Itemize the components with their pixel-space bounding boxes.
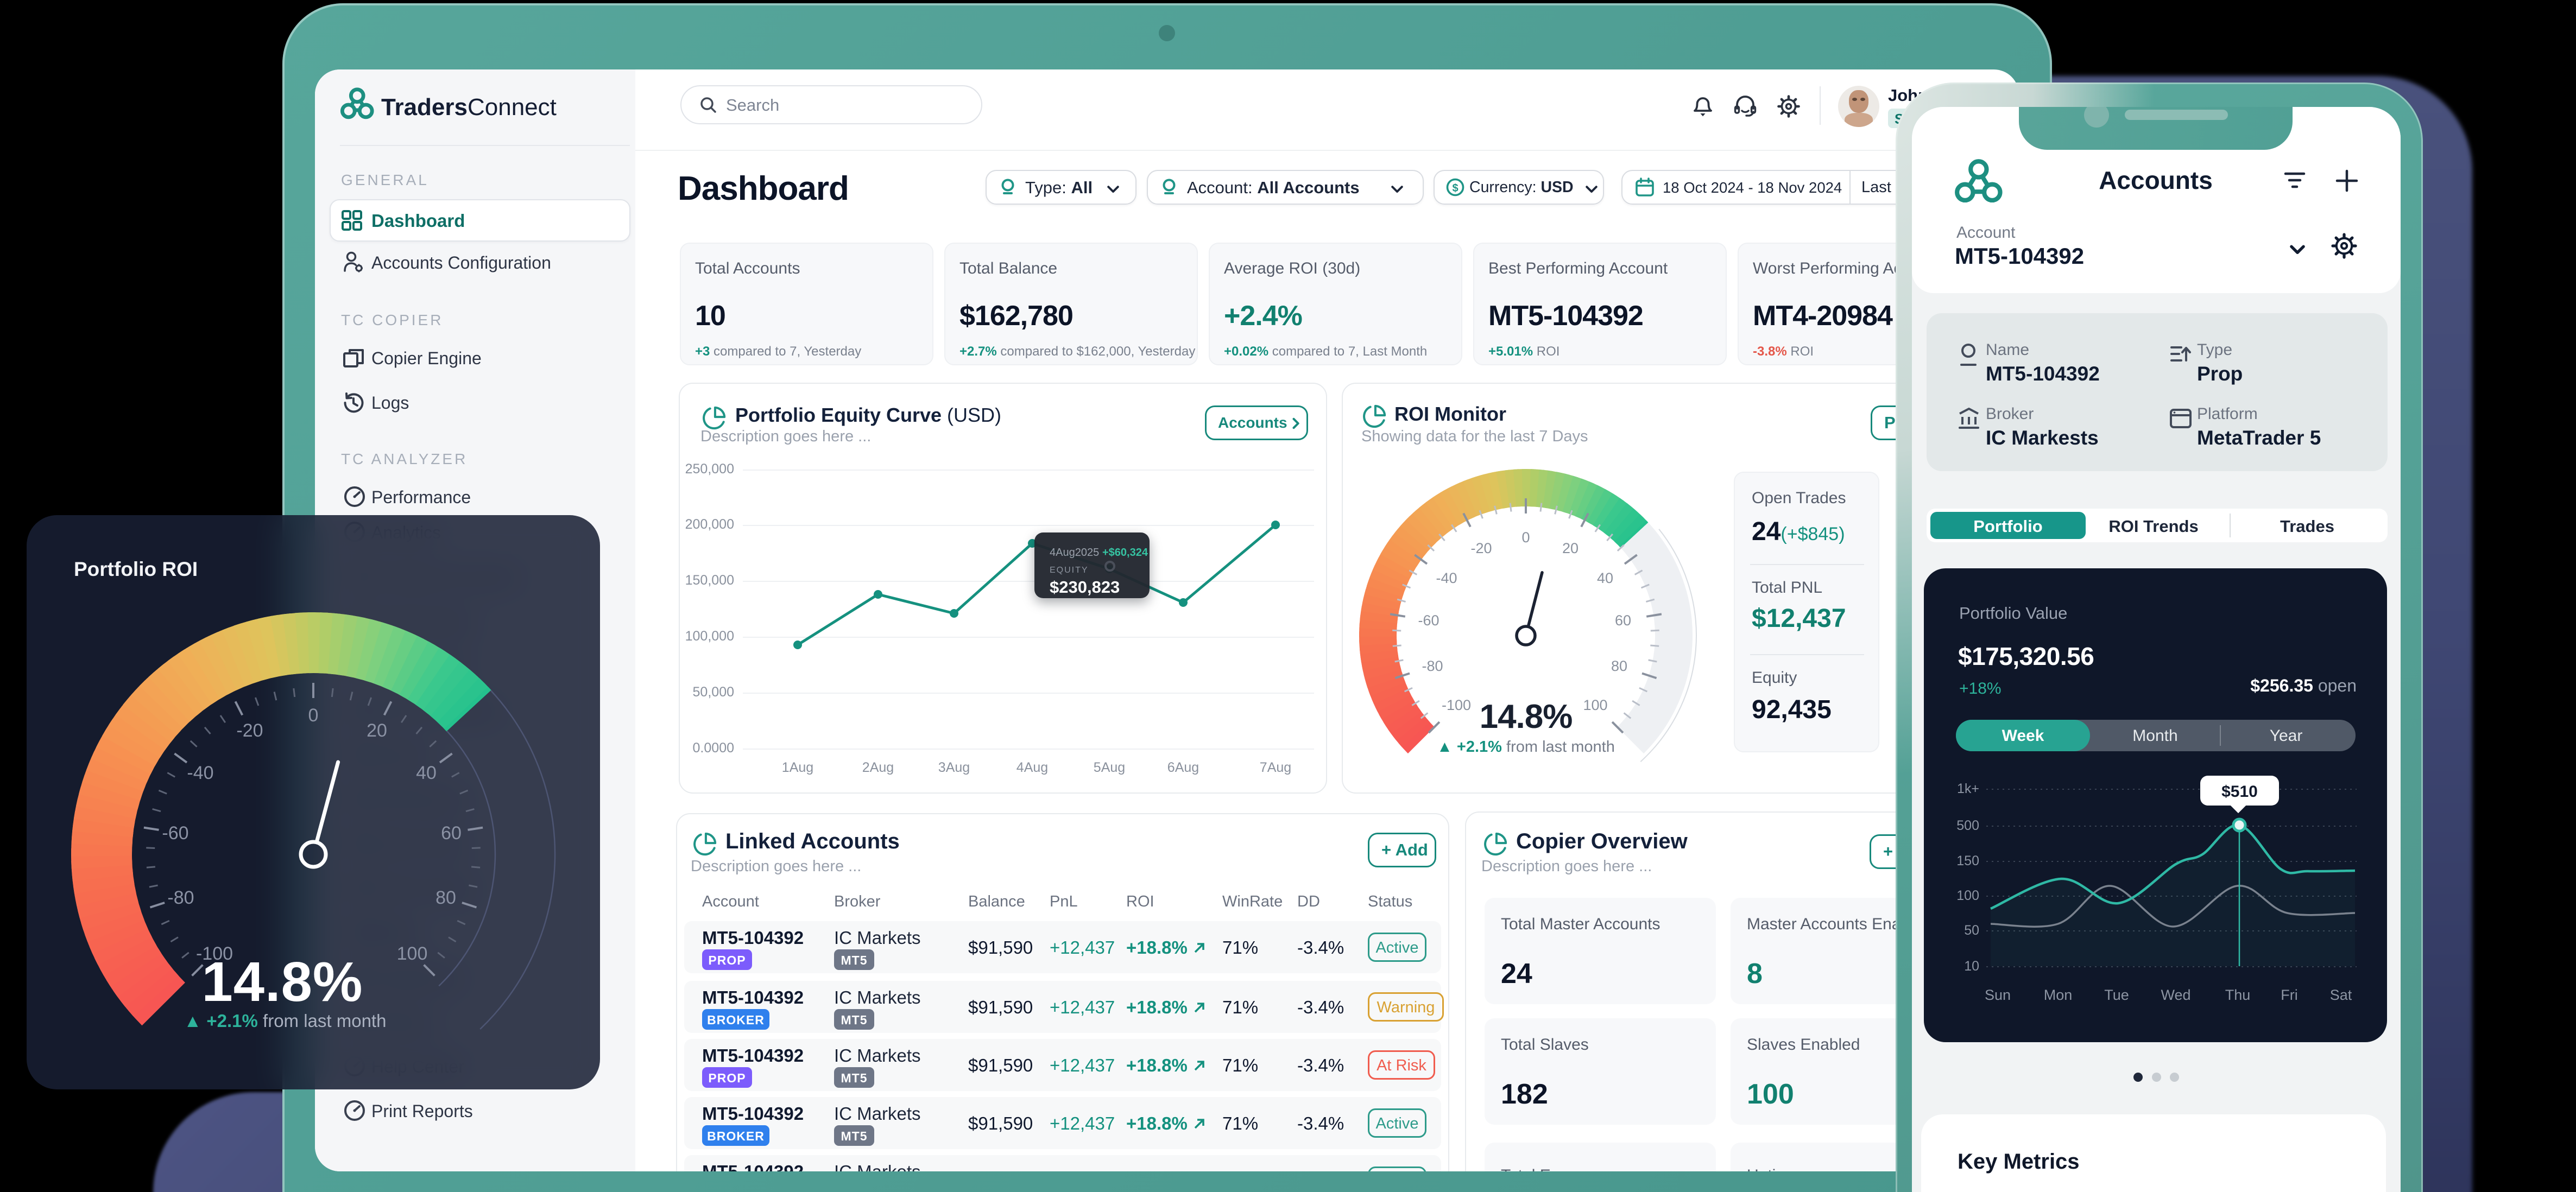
svg-text:20: 20 bbox=[1562, 540, 1579, 556]
svg-text:100: 100 bbox=[397, 943, 428, 964]
svg-text:-100: -100 bbox=[196, 943, 233, 964]
svg-text:-40: -40 bbox=[187, 763, 213, 783]
svg-text:-60: -60 bbox=[1418, 612, 1439, 629]
svg-text:$: $ bbox=[1452, 182, 1458, 194]
svg-text:20: 20 bbox=[367, 720, 387, 741]
svg-text:-40: -40 bbox=[1436, 570, 1457, 586]
svg-text:80: 80 bbox=[435, 887, 456, 908]
svg-text:-60: -60 bbox=[162, 823, 188, 844]
svg-text:-20: -20 bbox=[236, 720, 263, 741]
svg-text:-80: -80 bbox=[167, 887, 194, 908]
svg-text:60: 60 bbox=[441, 823, 462, 844]
svg-text:100: 100 bbox=[1583, 697, 1607, 713]
svg-text:40: 40 bbox=[416, 763, 437, 783]
svg-text:40: 40 bbox=[1597, 570, 1613, 586]
svg-text:0: 0 bbox=[1521, 529, 1530, 546]
svg-text:-100: -100 bbox=[1442, 697, 1471, 713]
svg-text:-80: -80 bbox=[1422, 658, 1443, 674]
svg-text:0: 0 bbox=[308, 705, 319, 726]
svg-text:60: 60 bbox=[1615, 612, 1631, 629]
svg-text:80: 80 bbox=[1611, 658, 1627, 674]
svg-text:-20: -20 bbox=[1470, 540, 1492, 556]
